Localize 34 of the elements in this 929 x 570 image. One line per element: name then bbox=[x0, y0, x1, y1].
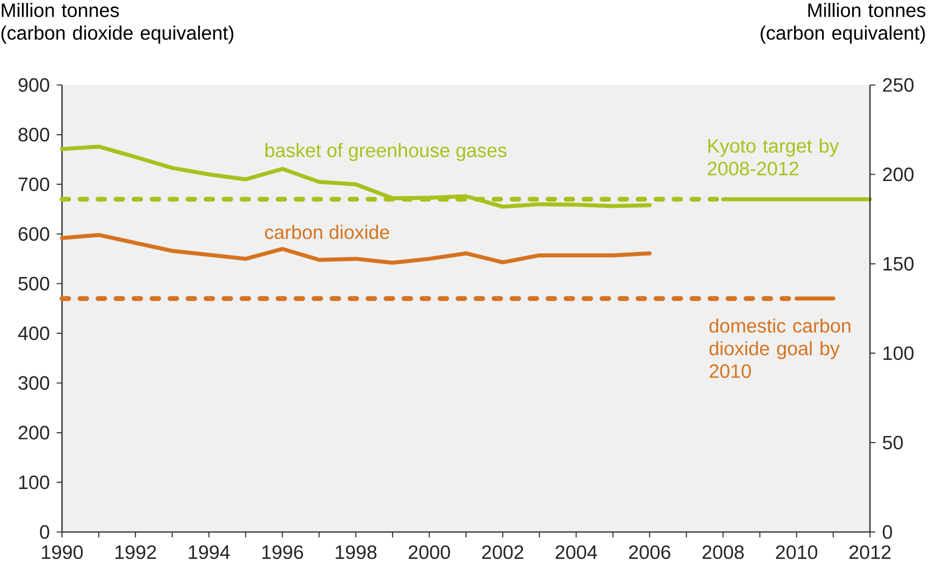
x-tick-label: 1996 bbox=[262, 545, 304, 560]
x-tick-label: 1990 bbox=[42, 545, 83, 560]
y-tick-label: 0 bbox=[40, 525, 50, 539]
y2-tick-label: 100 bbox=[884, 346, 914, 360]
y-axis-title: Million tonnes (carbon dioxide equivalent) bbox=[1, 2, 234, 44]
x-tick-label: 1998 bbox=[336, 545, 376, 560]
x-tick-label: 1994 bbox=[188, 545, 230, 560]
x-tick-label: 2010 bbox=[776, 545, 818, 560]
y2-tick-label: 0 bbox=[882, 525, 892, 539]
x-tick-label: 2004 bbox=[556, 545, 598, 560]
series-label: Kyoto target by 2008-2012 bbox=[708, 138, 839, 176]
y-tick-label: 600 bbox=[18, 227, 50, 241]
y2-tick-label: 250 bbox=[883, 78, 914, 92]
series-label: basket of greenhouse gases bbox=[266, 143, 506, 162]
series-label: carbon dioxide bbox=[265, 224, 390, 240]
x-tick-label: 2006 bbox=[629, 545, 670, 560]
y-tick-label: 700 bbox=[18, 177, 50, 192]
y2-tick-label: 50 bbox=[882, 436, 903, 450]
y-tick-label: 400 bbox=[18, 326, 50, 340]
y-tick-label: 200 bbox=[18, 426, 50, 440]
y-tick-label: 300 bbox=[18, 376, 50, 390]
x-tick-label: 2000 bbox=[408, 545, 450, 560]
x-tick-label: 2012 bbox=[849, 545, 891, 560]
x-tick-label: 1992 bbox=[115, 545, 156, 560]
y-tick-label: 500 bbox=[18, 276, 50, 290]
series-label: domestic carbon dioxide goal by 2010 bbox=[709, 318, 850, 378]
y-tick-label: 800 bbox=[18, 128, 50, 142]
y2-tick-label: 150 bbox=[884, 256, 914, 271]
y2-axis-title: Million tonnes (carbon equivalent) bbox=[760, 2, 926, 44]
x-tick-label: 2008 bbox=[702, 545, 744, 560]
y-tick-label: 100 bbox=[19, 475, 50, 490]
x-tick-label: 2002 bbox=[482, 545, 524, 560]
y2-tick-label: 200 bbox=[883, 168, 914, 182]
y-tick-label: 900 bbox=[18, 78, 50, 92]
